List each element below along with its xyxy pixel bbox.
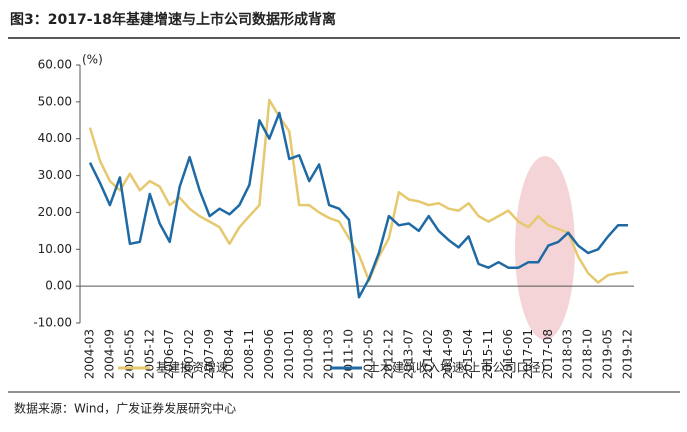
y-tick-label: 60.00 bbox=[38, 58, 72, 72]
x-tick-label: 2008-11 bbox=[242, 329, 256, 379]
series-line bbox=[88, 98, 629, 284]
x-tick-label: 2019-12 bbox=[621, 329, 635, 379]
x-tick-label: 2018-03 bbox=[561, 329, 575, 379]
x-tick-label: 2010-08 bbox=[302, 329, 316, 379]
y-unit: (%) bbox=[82, 53, 103, 67]
chart-title: 图3：2017-18年基建增速与上市公司数据形成背离 bbox=[10, 11, 336, 28]
x-tick-label: 2016-06 bbox=[501, 329, 515, 379]
x-tick-label: 2007-09 bbox=[202, 329, 216, 379]
x-tick-label: 2008-04 bbox=[222, 329, 236, 379]
x-tick-label: 2012-05 bbox=[361, 329, 375, 379]
y-tick-label: 0.00 bbox=[45, 279, 72, 293]
x-tick-label: 2019-05 bbox=[601, 329, 615, 379]
x-tick-label: 2005-12 bbox=[142, 329, 156, 379]
highlight-ellipse bbox=[515, 156, 575, 340]
legend-label: 土木建筑收入增速(上市公司口径) bbox=[368, 360, 545, 375]
x-tick-label: 2006-07 bbox=[162, 329, 176, 379]
x-tick-label: 2017-01 bbox=[521, 329, 535, 379]
x-tick-label: 2014-02 bbox=[421, 329, 435, 379]
y-tick-label: 50.00 bbox=[38, 94, 72, 108]
x-tick-label: 2017-08 bbox=[541, 329, 555, 379]
x-tick-label: 2011-03 bbox=[322, 329, 336, 379]
x-tick-label: 2009-06 bbox=[262, 329, 276, 379]
y-tick-label: 20.00 bbox=[38, 205, 72, 219]
x-tick-label: 2005-05 bbox=[122, 329, 136, 379]
x-tick-label: 2004-09 bbox=[102, 329, 116, 379]
x-tick-label: 2010-01 bbox=[282, 329, 296, 379]
x-tick-label: 2013-07 bbox=[401, 329, 415, 379]
y-tick-label: 10.00 bbox=[38, 242, 72, 256]
series-line bbox=[88, 111, 628, 299]
x-tick-label: 2004-03 bbox=[83, 329, 97, 379]
x-tick-label: 2011-10 bbox=[342, 329, 356, 379]
x-tick-label: 2015-11 bbox=[481, 329, 495, 379]
y-tick-label: 30.00 bbox=[38, 168, 72, 182]
y-tick-label: -10.00 bbox=[33, 316, 72, 330]
x-tick-label: 2018-10 bbox=[581, 329, 595, 379]
source: 数据来源：Wind，广发证券发展研究中心 bbox=[14, 401, 236, 416]
x-tick-label: 2015-04 bbox=[461, 329, 475, 379]
x-tick-label: 2014-09 bbox=[441, 329, 455, 379]
legend-label: 基建投资增速 bbox=[156, 360, 228, 375]
y-tick-label: 40.00 bbox=[38, 131, 72, 145]
x-tick-label: 2007-02 bbox=[182, 329, 196, 379]
x-tick-label: 2012-12 bbox=[381, 329, 395, 379]
